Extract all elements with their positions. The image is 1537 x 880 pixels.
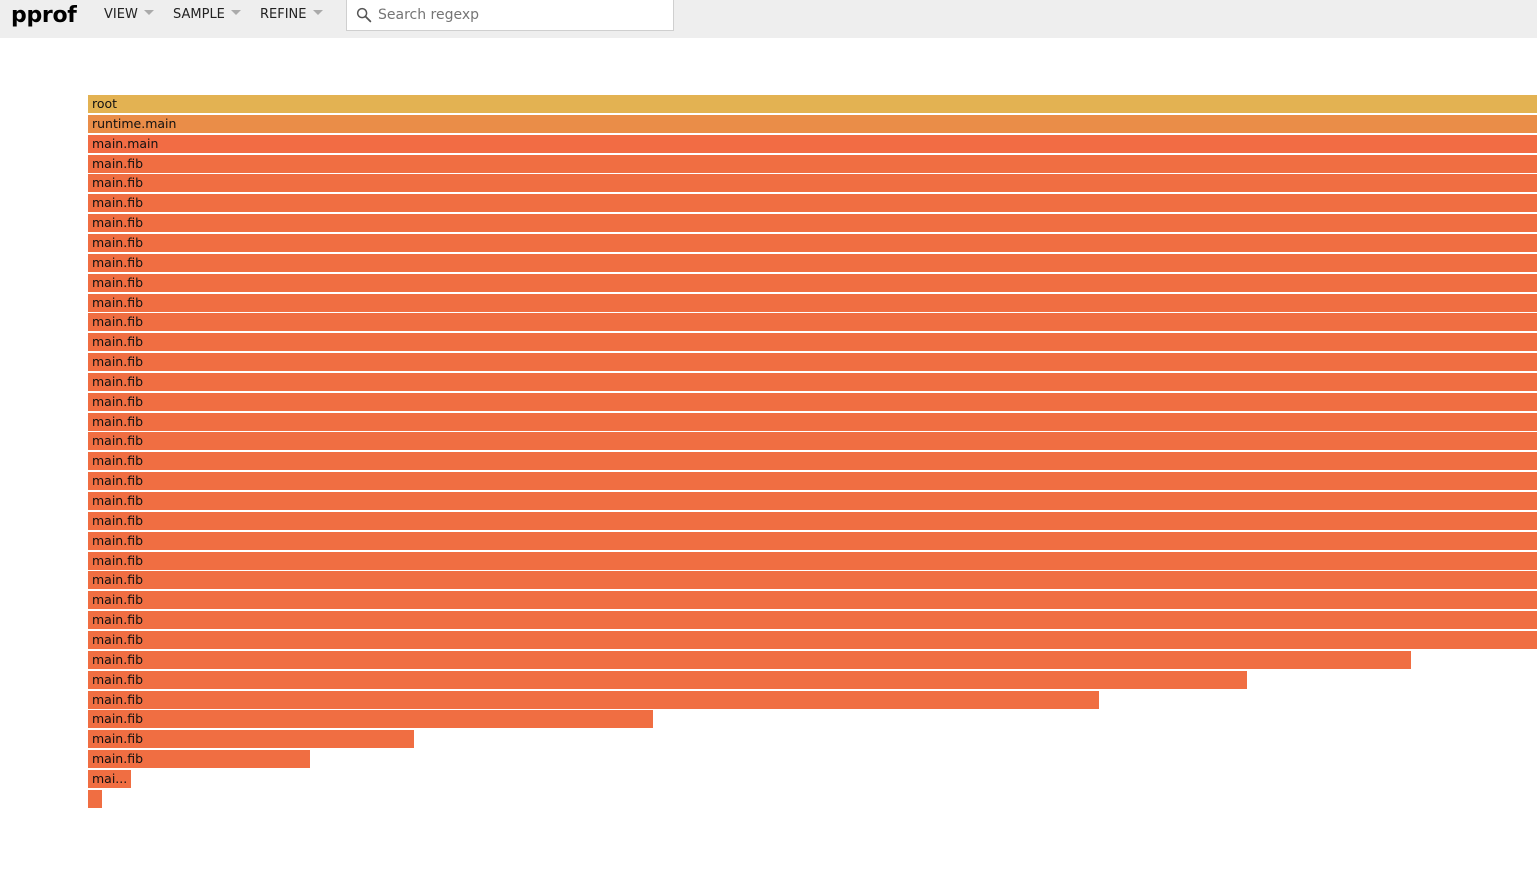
flame-frame[interactable]: main.fib bbox=[88, 274, 1537, 292]
flame-frame[interactable]: main.fib bbox=[88, 492, 1537, 510]
flame-frame[interactable]: main.fib bbox=[88, 512, 1537, 530]
search-icon bbox=[356, 7, 372, 23]
flame-frame[interactable]: main.fib bbox=[88, 432, 1537, 450]
flame-frame[interactable]: main.fib bbox=[88, 611, 1537, 629]
search-box[interactable] bbox=[346, 0, 674, 31]
chevron-down-icon bbox=[143, 10, 154, 15]
flame-frame[interactable]: main.fib bbox=[88, 294, 1537, 312]
flame-frame[interactable] bbox=[88, 790, 102, 808]
flame-frame[interactable]: main.fib bbox=[88, 214, 1537, 232]
app-brand[interactable]: pprof bbox=[11, 3, 77, 28]
flame-frame[interactable]: main.fib bbox=[88, 710, 653, 728]
flame-frame[interactable]: main.fib bbox=[88, 691, 1099, 709]
refine-menu-label: REFINE bbox=[260, 7, 307, 22]
flame-frame[interactable]: main.fib bbox=[88, 155, 1537, 173]
chevron-down-icon bbox=[230, 10, 241, 15]
flame-frame[interactable]: main.fib bbox=[88, 671, 1247, 689]
flame-frame[interactable]: main.fib bbox=[88, 353, 1537, 371]
flame-frame[interactable]: main.fib bbox=[88, 532, 1537, 550]
flame-frame[interactable]: main.fib bbox=[88, 750, 310, 768]
flame-frame[interactable]: main.main bbox=[88, 135, 1537, 153]
flame-frame[interactable]: main.fib bbox=[88, 552, 1537, 570]
search-input[interactable] bbox=[378, 3, 663, 27]
flame-frame[interactable]: main.fib bbox=[88, 651, 1411, 669]
sample-menu[interactable]: SAMPLE bbox=[173, 0, 241, 30]
flame-frame[interactable]: main.fib bbox=[88, 393, 1537, 411]
chevron-down-icon bbox=[312, 10, 323, 15]
flame-frame[interactable]: main.fib bbox=[88, 730, 414, 748]
flame-frame[interactable]: main.fib bbox=[88, 174, 1537, 192]
flame-frame[interactable]: main.fib bbox=[88, 333, 1537, 351]
refine-menu[interactable]: REFINE bbox=[260, 0, 323, 30]
flame-frame[interactable]: main.fib bbox=[88, 472, 1537, 490]
flame-frame[interactable]: main.fib bbox=[88, 591, 1537, 609]
sample-menu-label: SAMPLE bbox=[173, 7, 225, 22]
flame-frame[interactable]: root bbox=[88, 95, 1537, 113]
flame-frame[interactable]: main.fib bbox=[88, 313, 1537, 331]
flame-frame[interactable]: main.fib bbox=[88, 571, 1537, 589]
view-menu-label: VIEW bbox=[104, 7, 138, 22]
top-toolbar: pprof VIEW SAMPLE REFINE bbox=[0, 0, 1537, 38]
view-menu[interactable]: VIEW bbox=[104, 0, 154, 30]
flame-frame[interactable]: main.fib bbox=[88, 631, 1537, 649]
flame-frame[interactable]: main.fib bbox=[88, 373, 1537, 391]
flame-frame[interactable]: main.fib bbox=[88, 234, 1537, 252]
flame-frame[interactable]: main.fib bbox=[88, 452, 1537, 470]
flame-frame[interactable]: main.fib bbox=[88, 194, 1537, 212]
flame-frame[interactable]: main.fib bbox=[88, 413, 1537, 431]
flame-frame[interactable]: mai... bbox=[88, 770, 131, 788]
flame-frame[interactable]: runtime.main bbox=[88, 115, 1537, 133]
flame-frame[interactable]: main.fib bbox=[88, 254, 1537, 272]
